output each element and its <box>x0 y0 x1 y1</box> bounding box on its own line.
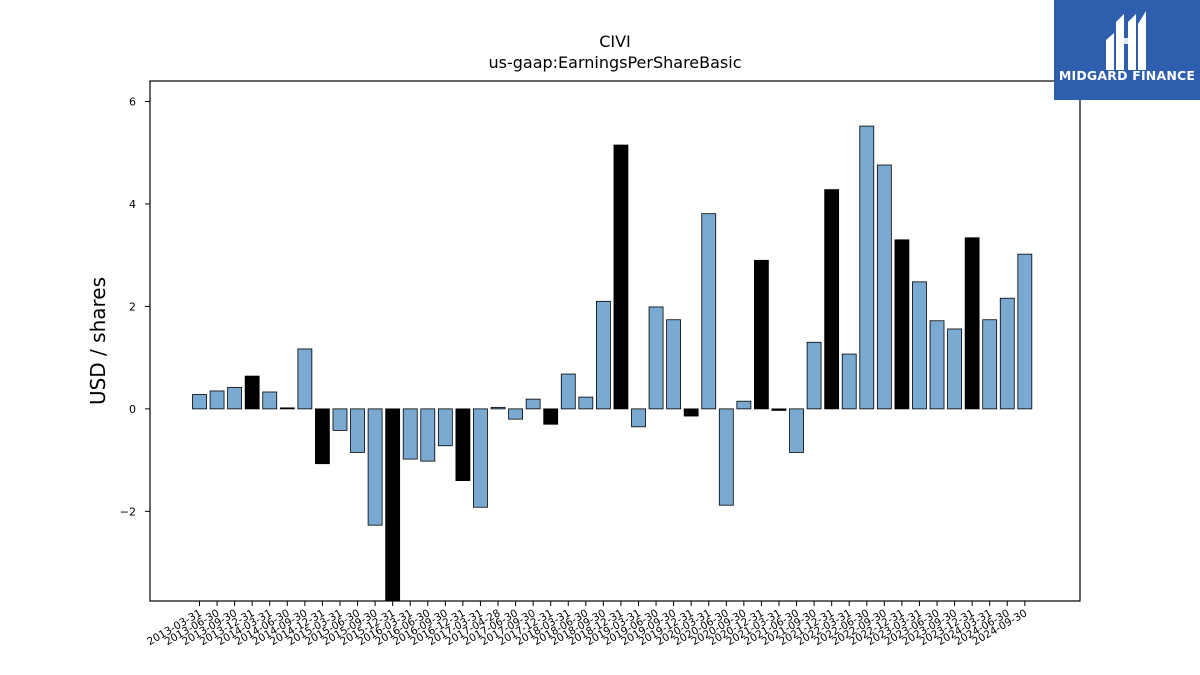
bar-2023-03-31 <box>912 281 927 410</box>
bar-2021-06-30 <box>789 408 804 453</box>
bar-2018-09-30 <box>595 300 611 410</box>
bar-2013-09-30 <box>227 386 243 410</box>
plot-frame <box>149 80 1081 602</box>
bar-2016-03-31 <box>402 408 418 460</box>
y-tick-label: −2 <box>120 505 136 518</box>
bar-2020-06-30 <box>718 408 734 506</box>
bar-2020-03-31 <box>701 213 717 410</box>
bar-2022-09-30 <box>876 164 892 410</box>
bar-2016-06-30 <box>420 408 436 462</box>
x-axis: 2013-03-312013-06-302013-09-302013-12-31… <box>145 601 1029 648</box>
bar-2021-09-30 <box>806 341 822 410</box>
bar-2017-12-31 <box>543 408 559 425</box>
bar-group <box>192 125 1033 602</box>
y-tick-label: 2 <box>129 300 136 313</box>
bar-2017-06-30 <box>508 408 523 420</box>
bar-2014-06-30 <box>279 407 295 410</box>
y-tick-label: 6 <box>129 95 136 108</box>
y-tick-label: 0 <box>129 403 136 416</box>
bar-2023-09-30 <box>947 328 962 410</box>
bar-2022-06-30 <box>859 125 875 410</box>
bar-2024-03-31 <box>982 319 998 410</box>
bar-2019-06-30 <box>648 306 664 410</box>
bar-2019-09-30 <box>666 319 682 410</box>
bar-2022-12-31 <box>894 239 910 410</box>
logo-mark-icon <box>1106 11 1146 70</box>
bar-2014-09-30 <box>297 348 313 410</box>
bar-2024-09-30 <box>1017 253 1033 410</box>
bar-2015-03-31 <box>332 408 348 431</box>
bar-2015-12-31 <box>385 408 401 602</box>
y-axis-label: USD / shares <box>86 277 110 405</box>
bar-2018-06-30 <box>578 396 594 410</box>
bar-2018-03-31 <box>560 373 576 410</box>
bar-2020-12-31 <box>754 259 769 410</box>
chart-title: CIVI <box>599 32 631 51</box>
logo-text: MIDGARD FINANCE <box>1058 68 1196 83</box>
chart-subtitle: us-gaap:EarningsPerShareBasic <box>488 53 742 72</box>
y-tick-label: 4 <box>129 198 136 211</box>
bar-2021-03-31 <box>771 408 787 411</box>
company-logo[interactable]: MIDGARD FINANCE <box>1054 0 1200 100</box>
bar-2013-03-31 <box>192 394 207 410</box>
bar-2017-09-30 <box>525 398 541 410</box>
bar-2022-03-31 <box>841 353 857 410</box>
bar-2024-06-30 <box>999 297 1015 410</box>
bar-2019-12-31 <box>683 408 699 417</box>
y-axis: −2 0 2 4 6 <box>120 95 150 518</box>
bar-2017-03-31 <box>473 408 488 508</box>
bar-2014-12-31 <box>315 408 330 465</box>
bar-2015-06-30 <box>350 408 365 453</box>
bar-2015-09-30 <box>367 408 383 526</box>
bar-2019-03-31 <box>631 408 646 428</box>
bar-2016-12-31 <box>455 408 471 482</box>
bar-2021-12-31 <box>824 189 840 410</box>
bar-2013-12-31 <box>244 375 260 410</box>
bar-2013-06-30 <box>209 390 225 410</box>
bar-2023-06-30 <box>929 320 945 410</box>
bar-2016-09-30 <box>437 408 453 447</box>
bar-2023-12-31 <box>964 237 980 410</box>
bar-2020-09-30 <box>736 400 752 410</box>
bar-2014-03-31 <box>262 391 278 410</box>
bar-2017-04-28 <box>490 406 506 410</box>
bar-2018-12-31 <box>613 144 629 410</box>
